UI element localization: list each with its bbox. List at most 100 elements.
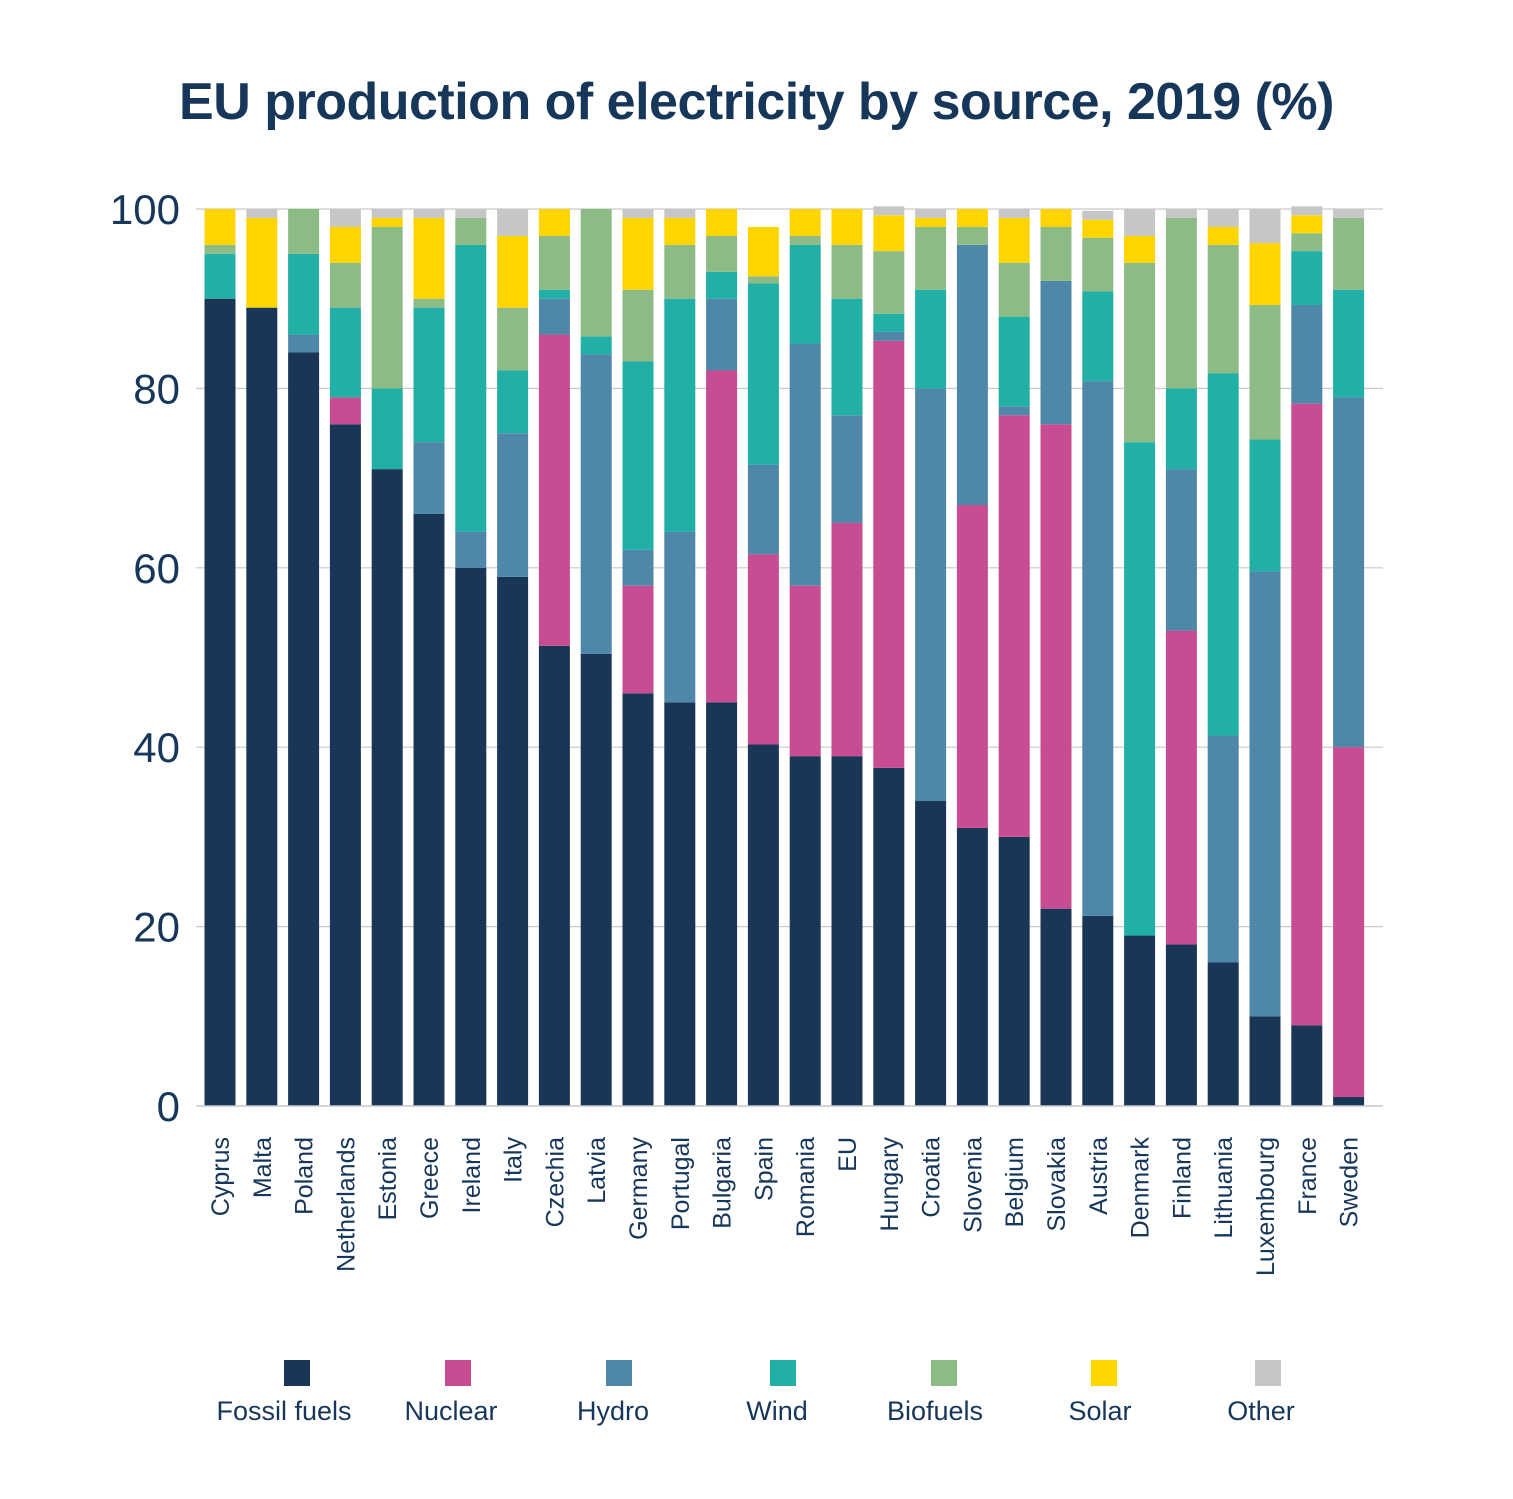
bar-stack-poland (288, 209, 320, 1106)
bar-stack-croatia (915, 209, 947, 1106)
bar-france-hydro (1291, 304, 1323, 404)
x-tick-label-latvia: Latvia (583, 1137, 611, 1204)
bar-belgium-other (998, 209, 1030, 218)
bar-denmark-biofuels (1124, 262, 1156, 443)
bar-hungary-other (873, 206, 905, 216)
bar-slovenia-hydro (956, 244, 988, 506)
legend-label-biofuels: Biofuels (887, 1396, 983, 1426)
y-tick-label-80: 80 (133, 365, 180, 412)
bar-france-other (1291, 206, 1323, 216)
bar-germany-solar (622, 217, 654, 290)
bar-slovenia-biofuels (956, 226, 988, 245)
x-tick-label-france: France (1294, 1137, 1322, 1215)
bar-portugal-hydro (664, 531, 696, 703)
bar-stack-ireland (455, 209, 487, 1106)
bar-finland-wind (1165, 388, 1197, 470)
x-tick-label-czechia: Czechia (541, 1137, 569, 1227)
bar-hungary-biofuels (873, 251, 905, 314)
bar-italy-hydro (497, 433, 529, 577)
bar-ireland-hydro (455, 531, 487, 568)
bar-italy-biofuels (497, 307, 529, 371)
bar-denmark-solar (1124, 235, 1156, 263)
bar-spain-nuclear (747, 554, 779, 745)
bar-austria-fossil-fuels (1082, 915, 1114, 1106)
bar-denmark-fossil-fuels (1124, 935, 1156, 1106)
bar-latvia-biofuels (580, 209, 612, 337)
x-tick-label-sweden: Sweden (1336, 1137, 1364, 1227)
x-tick-label-greece: Greece (416, 1137, 444, 1219)
bar-croatia-biofuels (915, 226, 947, 290)
x-tick-label-italy: Italy (500, 1137, 528, 1183)
bar-stack-finland (1165, 209, 1197, 1106)
legend-swatch-wind (770, 1360, 796, 1386)
legend-swatch-nuclear (445, 1360, 471, 1386)
bar-finland-nuclear (1165, 630, 1197, 945)
x-tick-label-belgium: Belgium (1001, 1137, 1029, 1227)
x-tick-label-luxembourg: Luxembourg (1252, 1137, 1280, 1276)
bar-croatia-other (915, 209, 947, 218)
bar-netherlands-other (329, 209, 361, 227)
bar-germany-fossil-fuels (622, 693, 654, 1106)
legend-swatch-other (1255, 1360, 1281, 1386)
bar-finland-other (1165, 209, 1197, 218)
bar-italy-fossil-fuels (497, 576, 529, 1106)
legend-item-other: Other (1227, 1360, 1295, 1426)
bar-france-wind (1291, 251, 1323, 305)
bar-eu-biofuels (831, 244, 863, 299)
bar-slovakia-fossil-fuels (1040, 908, 1072, 1106)
bar-bulgaria-hydro (706, 298, 738, 371)
bar-hungary-fossil-fuels (873, 767, 905, 1106)
x-tick-label-denmark: Denmark (1127, 1137, 1155, 1239)
x-tick-label-portugal: Portugal (667, 1137, 695, 1230)
bar-ireland-other (455, 209, 487, 218)
bar-ireland-wind (455, 244, 487, 532)
x-tick-label-netherlands: Netherlands (332, 1137, 360, 1272)
bar-romania-fossil-fuels (789, 756, 821, 1106)
bar-spain-wind (747, 283, 779, 465)
bar-greece-other (413, 209, 445, 218)
bar-portugal-other (664, 209, 696, 218)
bar-czechia-fossil-fuels (538, 645, 570, 1106)
bar-bulgaria-solar (706, 209, 738, 236)
bar-czechia-wind (538, 289, 570, 299)
bar-malta-other (246, 209, 278, 218)
bar-stack-denmark (1124, 209, 1156, 1106)
bar-stack-italy (497, 209, 529, 1106)
bar-stack-austria (1082, 210, 1114, 1106)
bar-poland-wind (288, 253, 320, 335)
bar-stack-belgium (998, 209, 1030, 1106)
bar-luxembourg-wind (1249, 439, 1281, 572)
bar-slovenia-solar (956, 209, 988, 227)
legend-swatch-hydro (606, 1360, 632, 1386)
bar-bulgaria-nuclear (706, 370, 738, 703)
bar-cyprus-biofuels (204, 244, 236, 254)
bar-france-biofuels (1291, 233, 1323, 252)
bar-austria-other (1082, 210, 1114, 220)
x-tick-label-ireland: Ireland (458, 1137, 486, 1213)
legend-label-other: Other (1227, 1396, 1295, 1426)
y-tick-label-0: 0 (157, 1083, 180, 1130)
bar-denmark-other (1124, 209, 1156, 236)
x-tick-label-austria: Austria (1085, 1137, 1113, 1215)
bar-netherlands-wind (329, 307, 361, 398)
legend-label-solar: Solar (1068, 1396, 1131, 1426)
bar-portugal-fossil-fuels (664, 702, 696, 1106)
bar-lithuania-solar (1207, 226, 1239, 245)
bar-ireland-biofuels (455, 217, 487, 245)
bar-malta-solar (246, 217, 278, 308)
bar-belgium-fossil-fuels (998, 836, 1030, 1106)
bar-poland-biofuels (288, 209, 320, 254)
bar-luxembourg-biofuels (1249, 304, 1281, 440)
chart-title: EU production of electricity by source, … (179, 73, 1334, 131)
legend-swatch-solar (1091, 1360, 1117, 1386)
x-tick-label-romania: Romania (792, 1137, 820, 1237)
bar-croatia-wind (915, 289, 947, 389)
bar-stack-netherlands (329, 209, 361, 1106)
bar-netherlands-solar (329, 226, 361, 263)
bar-greece-wind (413, 307, 445, 443)
bar-latvia-wind (580, 336, 612, 355)
bar-netherlands-nuclear (329, 397, 361, 425)
bar-stack-greece (413, 209, 445, 1106)
legend: Fossil fuels Nuclear Hydro Wind Biofuels Sola… (216, 1360, 1295, 1426)
